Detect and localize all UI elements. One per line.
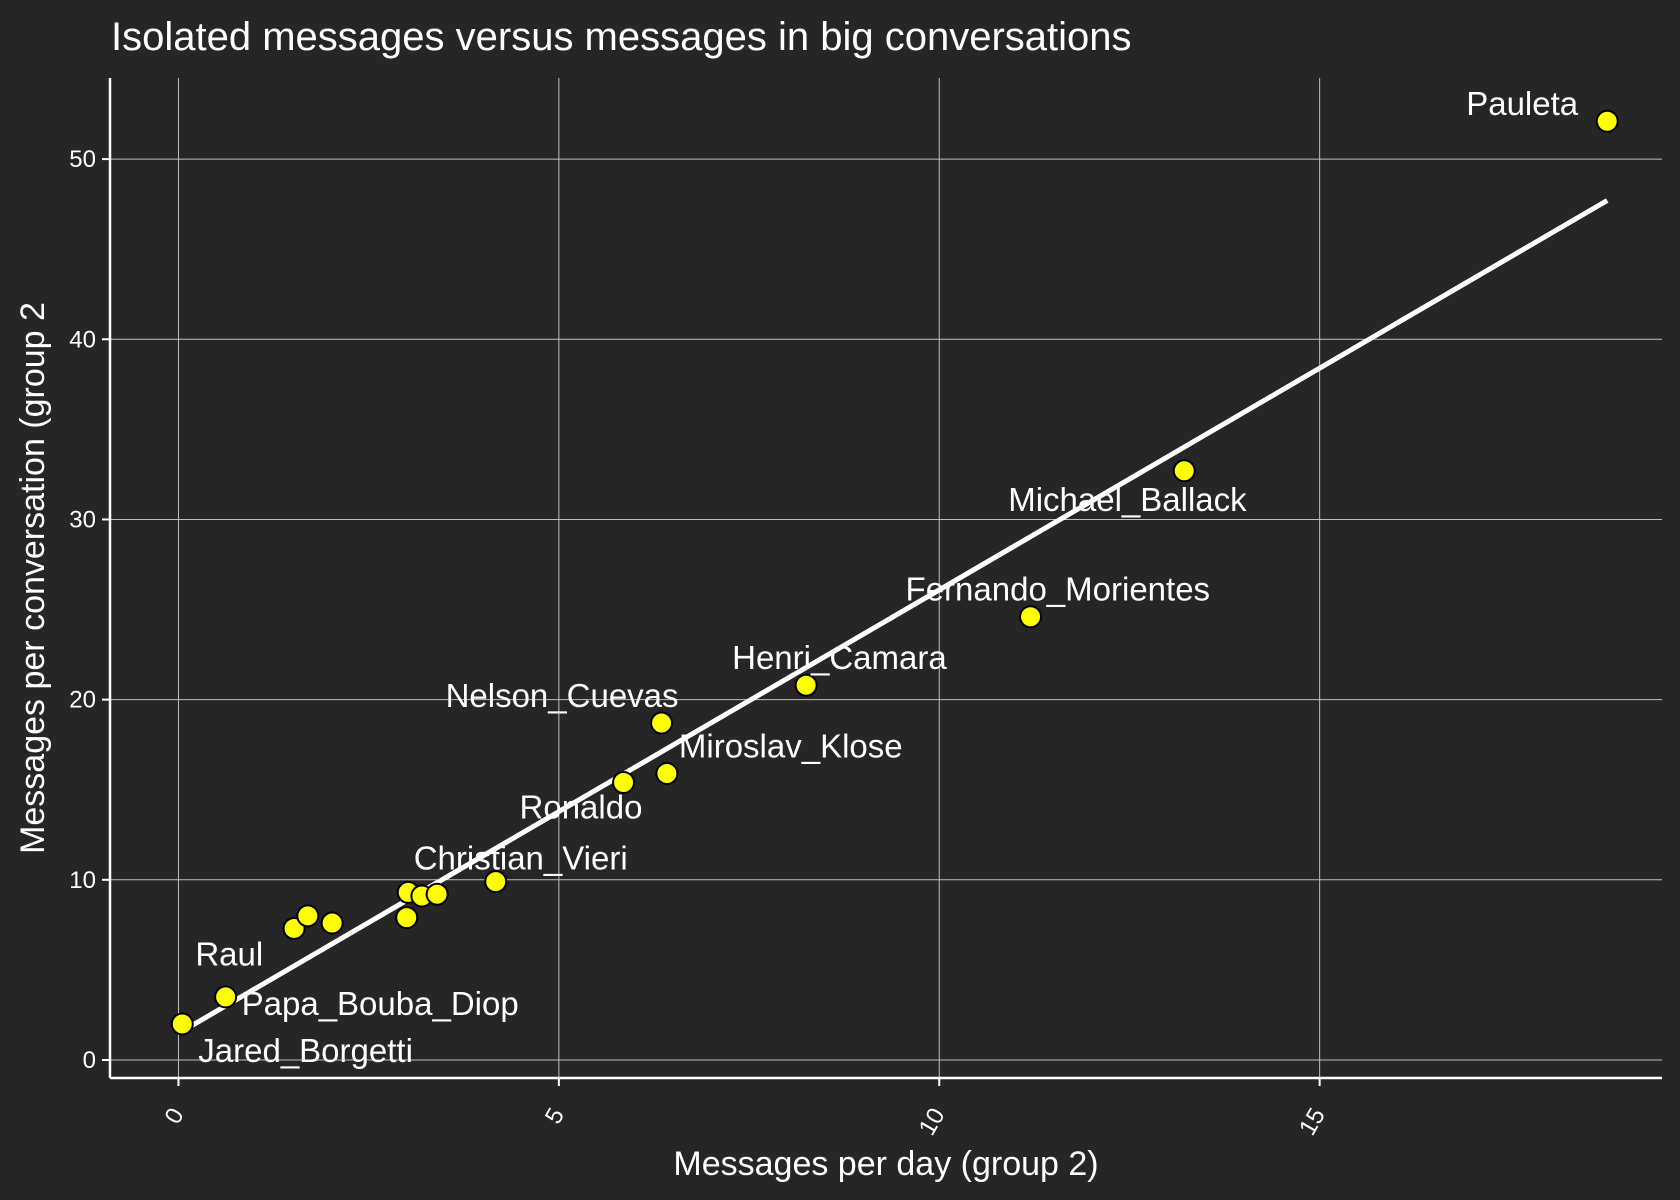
point-label: Papa_Bouba_Diop	[242, 985, 519, 1022]
x-axis-title: Messages per day (group 2)	[673, 1145, 1098, 1183]
data-point	[395, 906, 419, 930]
point-label: Miroslav_Klose	[679, 727, 903, 764]
y-axis-title: Messages per conversation (group 2	[14, 302, 52, 854]
data-point	[1019, 605, 1043, 629]
point-label: Christian_Vieri	[414, 840, 628, 877]
data-point	[1172, 459, 1196, 483]
data-point	[214, 985, 238, 1009]
point-label: Jared_Borgetti	[198, 1032, 413, 1069]
y-tick-label: 50	[69, 146, 96, 173]
y-tick-label: 0	[83, 1047, 96, 1074]
data-point	[1595, 109, 1619, 133]
chart-title: Isolated messages versus messages in big…	[111, 15, 1132, 59]
gridlines	[110, 78, 1662, 1078]
data-point	[650, 711, 674, 735]
data-point	[794, 673, 818, 697]
point-label: Pauleta	[1466, 85, 1579, 122]
y-tick-label: 30	[69, 506, 96, 533]
data-point	[320, 911, 344, 935]
point-label: Ronaldo	[520, 789, 643, 826]
point-labels: Jared_Borgetti Papa_Bouba_Diop Christian_V…	[195, 85, 1578, 1069]
point-label: Nelson_Cuevas	[446, 677, 679, 714]
data-point	[170, 1012, 194, 1036]
data-points	[170, 109, 1619, 1036]
plot-panel	[110, 78, 1662, 1078]
y-tick-label: 10	[69, 867, 96, 894]
point-label: Henri_Camara	[732, 639, 947, 676]
y-tick-label: 20	[69, 687, 96, 714]
data-point	[612, 771, 636, 795]
point-label: Michael_Ballack	[1008, 481, 1247, 518]
data-point	[425, 882, 449, 906]
y-tick-label: 40	[69, 326, 96, 353]
data-point	[655, 761, 679, 785]
point-label: Fernando_Morientes	[906, 571, 1211, 608]
data-point	[484, 870, 508, 894]
point-label: Raul	[195, 936, 263, 973]
data-point	[296, 904, 320, 928]
